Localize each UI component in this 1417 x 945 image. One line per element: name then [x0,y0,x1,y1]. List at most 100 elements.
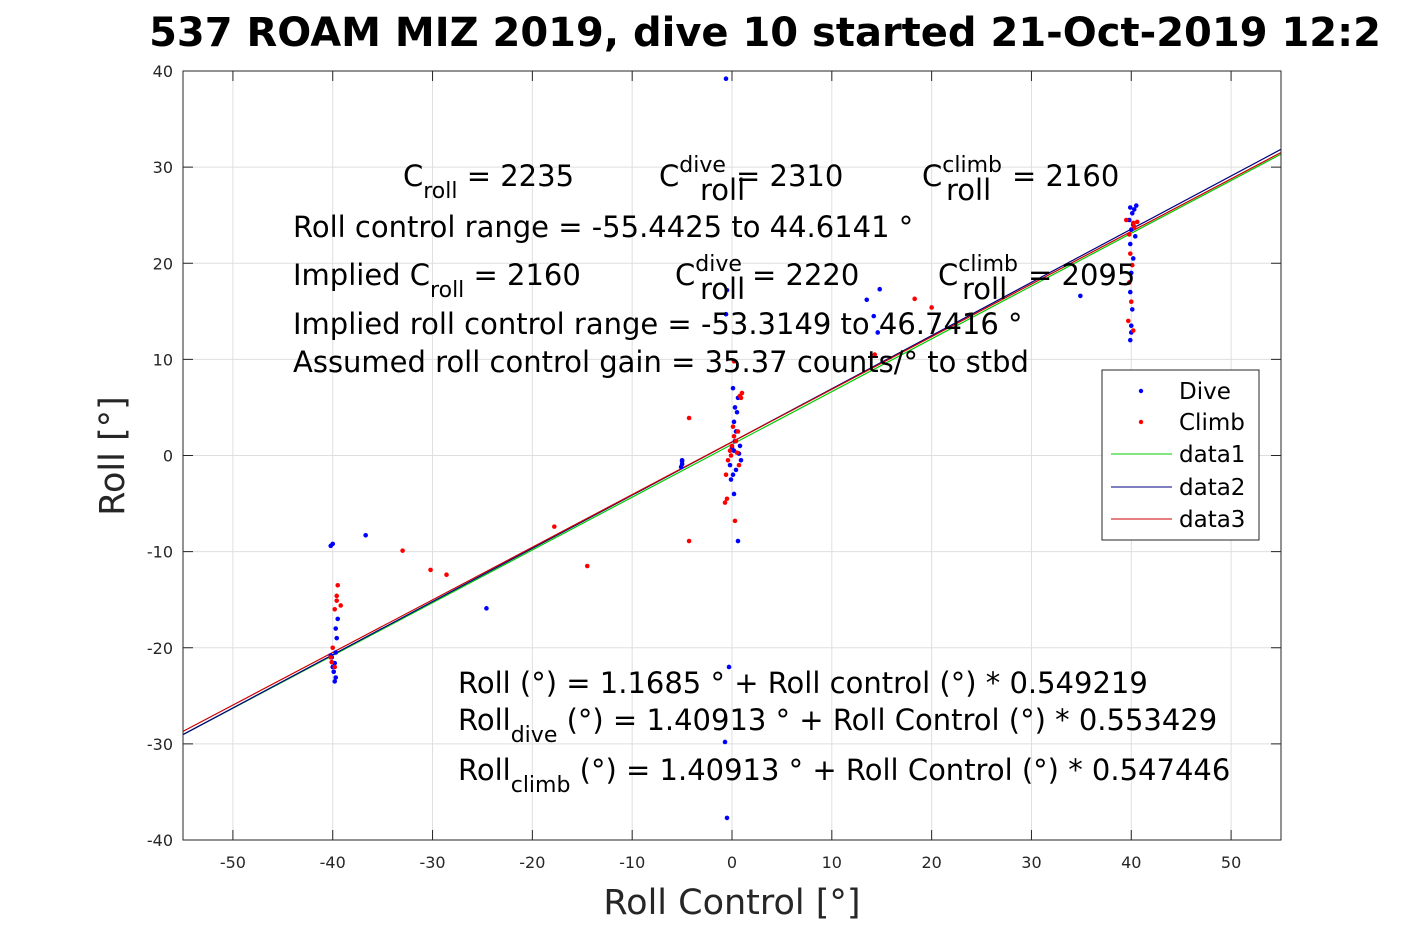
point-dive [333,626,339,631]
point-climb [724,496,730,502]
point-climb [1128,299,1134,305]
point-dive [332,679,338,684]
point-dive [1132,234,1138,239]
point-climb [735,429,741,434]
legend: Dive Climb data1 data2 data3 [1101,369,1260,541]
point-climb [686,415,692,421]
point-climb [332,607,338,612]
x-tick-label: 30 [1021,853,1041,872]
implied-climb-superscript: climb [958,252,1018,277]
point-climb [725,458,731,463]
point-climb [722,500,728,505]
data-points [328,76,1140,821]
point-dive [1127,241,1133,247]
point-climb [872,352,878,357]
point-dive [1133,203,1139,208]
implied-prefix: Implied C [293,258,430,292]
plot-frame [182,70,1282,841]
point-climb [736,462,742,468]
point-dive [738,458,744,463]
point-dive [864,297,870,303]
point-dive [333,650,339,655]
y-tick-label: -20 [147,639,173,658]
point-climb [332,664,338,670]
y-tick-label: 30 [153,158,173,177]
point-climb [334,598,340,603]
point-dive [734,409,740,415]
point-climb [1130,220,1136,226]
point-climb [1123,217,1129,223]
ann-implied-c-climb-sub: roll [962,272,1007,306]
point-dive [1078,293,1083,299]
point-dive [722,739,728,745]
point-dive [1129,210,1135,216]
point-dive [730,472,736,478]
c-dive-superscript: dive [679,153,726,178]
fit-climb-subscript: climb [511,773,571,798]
point-dive [1127,205,1133,210]
ann-gain: Assumed roll control gain = 35.37 counts… [293,345,1029,379]
point-climb [728,453,734,458]
point-dive [1130,256,1136,261]
point-climb [734,450,740,455]
chart-title: 537 ROAM MIZ 2019, dive 10 started 21-Oc… [149,10,1381,56]
c-roll-symbol: C [403,159,423,193]
point-climb [727,448,733,453]
point-dive [732,405,738,410]
point-dive [484,606,489,611]
legend-data1-label: data1 [1179,442,1245,468]
point-climb [1127,251,1133,256]
ann-c-climb: Cclimb [922,153,1002,193]
point-climb [731,433,737,439]
ann-implied-c-roll: Implied Croll = 2160 [293,258,581,303]
ann-c-dive-sub: roll [700,173,745,207]
point-dive [726,664,732,670]
point-climb [334,593,340,599]
point-dive [724,287,730,293]
annotations: Croll = 2235 Cdive roll = 2310 Cclimb ro… [293,153,1230,798]
fit-dive-tail: (°) = 1.40913 ° + Roll Control (°) * 0.5… [557,703,1217,737]
y-tick-label: 10 [153,350,173,369]
point-dive [723,76,729,81]
point-climb [329,659,335,665]
point-climb [929,305,934,310]
legend-data3-label: data3 [1179,507,1245,533]
implied-dive-superscript: dive [695,252,742,277]
ann-implied-c-climb-value: = 2095 [1028,258,1135,292]
point-dive [1129,307,1135,312]
point-dive [737,443,743,449]
implied-climb-symbol: C [938,258,958,292]
ann-implied-c-climb: Cclimb [938,252,1018,292]
ann-c-dive: Cdive [659,153,726,193]
x-tick-label: -50 [220,853,246,872]
ann-control-range: Roll control range = -55.4425 to 44.6141… [293,210,913,244]
implied-value: = 2160 [464,258,581,292]
point-dive [1127,337,1133,343]
point-dive [875,330,881,335]
c-climb-symbol: C [922,159,942,193]
point-dive [335,616,341,622]
implied-subscript: roll [430,278,464,303]
point-climb [732,518,738,524]
point-climb [552,524,557,529]
point-dive [735,538,741,544]
x-tick-label: 0 [727,853,737,872]
legend-climb-marker [1138,419,1144,425]
point-climb [912,296,917,302]
point-dive [1128,270,1134,276]
fit-dive-subscript: dive [511,723,558,748]
ann-fit: Roll (°) = 1.1685 ° + Roll control (°) *… [458,666,1148,700]
point-climb [723,472,729,478]
point-dive [730,385,736,391]
point-dive [1128,227,1134,232]
point-dive [724,815,730,821]
ann-c-climb-value: = 2160 [1012,159,1119,193]
y-tick-label: -10 [147,543,173,562]
point-climb [328,655,334,660]
c-roll-subscript: roll [423,179,457,204]
point-climb [1129,262,1135,268]
point-climb [1134,219,1140,225]
point-dive [333,675,339,680]
point-dive [331,669,337,675]
